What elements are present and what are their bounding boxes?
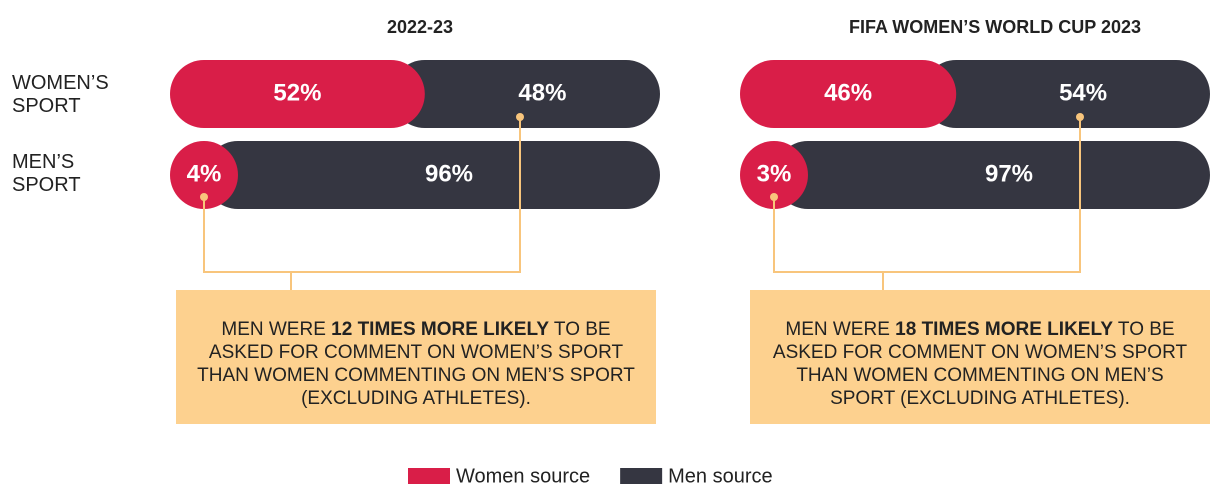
category-label: WOMEN’S SPORT [12, 72, 109, 117]
annotation: MEN WERE 12 TIMES MORE LIKELY TO BE ASKE… [176, 290, 656, 424]
bar-segment [740, 60, 957, 128]
annotation-text: MEN WERE [221, 319, 332, 340]
value-label: 4% [187, 160, 222, 187]
connector-dot [1076, 113, 1084, 121]
legend-label: Women source [456, 465, 590, 486]
bar-segment [390, 60, 660, 128]
legend-swatch [620, 468, 663, 484]
value-label: 48% [518, 79, 566, 106]
connector [203, 117, 521, 273]
value-label: 97% [985, 160, 1033, 187]
legend-swatch [408, 468, 450, 484]
annotation-text: TO BE ASKED FOR COMMENT ON WOMEN’S SPORT… [772, 319, 1188, 409]
value-label: 52% [273, 79, 321, 106]
bar-segment [170, 60, 425, 128]
connector-dot [770, 193, 778, 201]
annotation-bold: 18 TIMES MORE LIKELY [895, 319, 1113, 340]
value-label: 96% [425, 160, 473, 187]
annotation-text: TO BE ASKED FOR COMMENT ON WOMEN’S SPORT… [197, 319, 635, 409]
chart-title: FIFA WOMEN’S WORLD CUP 2023 [849, 17, 1141, 37]
annotation: MEN WERE 18 TIMES MORE LIKELY TO BE ASKE… [750, 290, 1210, 424]
value-label: 3% [757, 160, 792, 187]
bar-segment [740, 141, 808, 209]
connector [773, 117, 1081, 273]
legend-label: Men source [668, 465, 773, 486]
bar-segment [204, 141, 660, 209]
value-label: 54% [1059, 79, 1107, 106]
connector-dot [516, 113, 524, 121]
category-label: MEN’S SPORT [12, 151, 81, 196]
bar-segment [922, 60, 1210, 128]
bar-segment [170, 141, 238, 209]
connector-dot [200, 193, 208, 201]
bar-segment [774, 141, 1210, 209]
chart-title: 2022-23 [387, 17, 453, 37]
annotation-text: MEN WERE [785, 319, 896, 340]
annotation-bold: 12 TIMES MORE LIKELY [331, 319, 549, 340]
value-label: 46% [824, 79, 872, 106]
